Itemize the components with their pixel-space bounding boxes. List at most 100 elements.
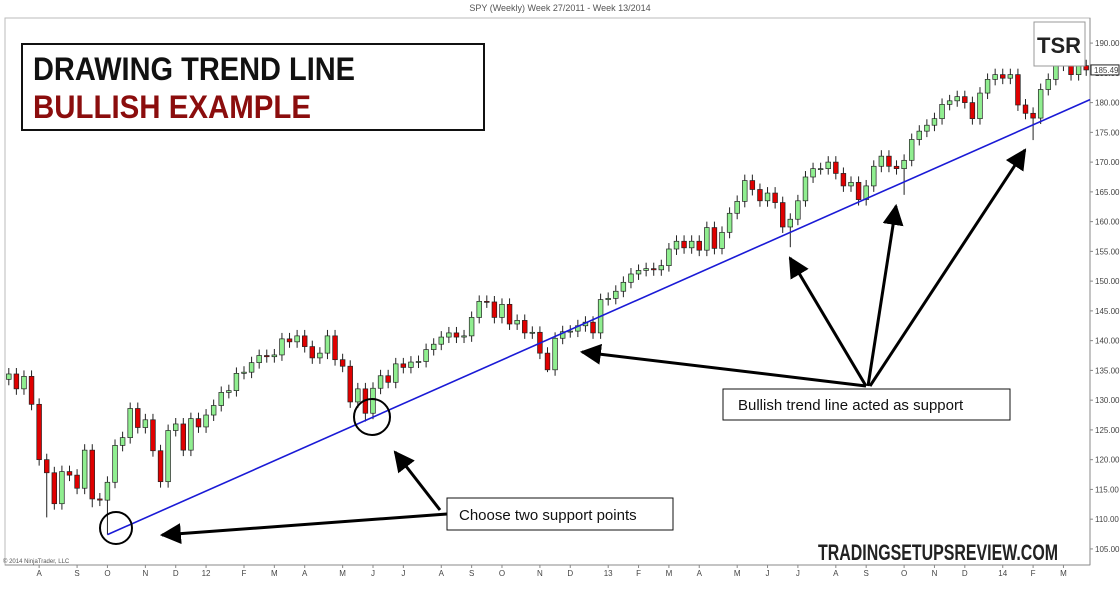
candle-body [893, 165, 900, 170]
candle-body [51, 472, 58, 505]
candle-body [962, 96, 968, 103]
candle-body [924, 124, 930, 132]
callout-box [446, 497, 674, 531]
candle-body [552, 337, 558, 371]
candle-body [97, 498, 103, 501]
logo: TSR [1037, 33, 1081, 58]
x-tick-label: N [537, 569, 543, 578]
candle-body [468, 317, 475, 337]
candle-body [6, 373, 12, 380]
candle-body [764, 192, 771, 202]
candle-body [734, 201, 740, 214]
candle-body [666, 248, 672, 267]
candle-body [347, 365, 353, 403]
headline: BULLISH EXAMPLE [33, 89, 311, 125]
y-tick-label: 110.00 [1095, 515, 1119, 524]
x-tick-label: A [697, 569, 703, 578]
candle-body [400, 363, 407, 368]
candle-body [226, 390, 232, 393]
candle-body [780, 202, 786, 228]
candle-body [499, 303, 505, 318]
y-tick-label: 180.00 [1095, 99, 1120, 108]
candle-body [309, 346, 315, 359]
y-tick-label: 160.00 [1095, 218, 1120, 227]
candle-body [89, 449, 95, 500]
y-tick-label: 120.00 [1095, 456, 1120, 465]
candle-body [651, 268, 657, 271]
candle-body [529, 331, 536, 334]
candle-body [210, 405, 217, 416]
candle-body [36, 403, 42, 461]
candle-body [415, 361, 422, 363]
candle-body [1083, 65, 1089, 71]
y-tick-label: 150.00 [1095, 277, 1120, 286]
candle-body [848, 181, 854, 187]
candle-body [203, 414, 209, 428]
candle-body [825, 161, 831, 170]
candle-body [544, 352, 551, 371]
candle-body [772, 192, 778, 203]
candle-body [66, 471, 73, 476]
candle-body [279, 338, 285, 356]
x-tick-label: A [302, 569, 308, 578]
candle-body [112, 445, 118, 483]
candle-body [514, 320, 520, 325]
candle-body [1022, 104, 1029, 114]
candle-body [408, 361, 414, 368]
copyright: © 2014 NinjaTrader, LLC [3, 558, 70, 565]
candles [6, 50, 1089, 535]
candle-body [28, 375, 35, 405]
x-tick-label: M [666, 569, 673, 578]
x-tick-label: F [1031, 569, 1036, 578]
candle-body [491, 301, 498, 318]
y-tick-label: 105.00 [1095, 545, 1120, 554]
y-tick-label: 130.00 [1095, 396, 1120, 405]
candle-body [628, 273, 634, 283]
chart-title: SPY (Weekly) Week 27/2011 - Week 13/2014 [469, 3, 650, 13]
candle-body [643, 268, 649, 271]
candle-body [886, 155, 892, 167]
x-tick-label: N [932, 569, 938, 578]
x-tick-label: A [833, 569, 839, 578]
candle-body [916, 130, 922, 140]
candle-body [506, 303, 513, 325]
arrow [868, 148, 1027, 387]
candle-body [339, 359, 346, 367]
candle-body [673, 240, 680, 250]
candle-body [317, 352, 323, 359]
candle-body [476, 301, 482, 318]
candle-body [620, 281, 627, 292]
candle-body [446, 332, 452, 338]
y-tick-label: 115.00 [1095, 485, 1119, 494]
candle-body [13, 373, 20, 390]
candle-body [104, 481, 111, 501]
candle-body [522, 320, 528, 334]
candle-body [165, 430, 171, 483]
support-circle [353, 398, 391, 436]
candle-body [1015, 74, 1021, 106]
candle-body [461, 335, 467, 338]
x-tick-label: M [1060, 569, 1067, 578]
candle-body [453, 332, 460, 338]
candle-body [1045, 79, 1051, 90]
last-price-marker [1090, 64, 1120, 76]
candle-body [248, 362, 255, 373]
candle-body [992, 74, 998, 80]
candle-body [44, 459, 50, 474]
candle-body [21, 375, 27, 390]
x-tick-label: D [962, 569, 968, 578]
candle-body [438, 336, 444, 345]
x-tick-label: O [499, 569, 505, 578]
x-tick-label: S [74, 569, 79, 578]
candle-body [150, 419, 156, 452]
candle-body [355, 388, 361, 403]
candle-body [908, 139, 915, 161]
candle-body [969, 102, 976, 120]
headline-box [21, 43, 485, 131]
x-tick-label: D [567, 569, 573, 578]
candle-body [271, 354, 278, 358]
candle-body [127, 408, 133, 438]
callout-box [722, 388, 1011, 421]
